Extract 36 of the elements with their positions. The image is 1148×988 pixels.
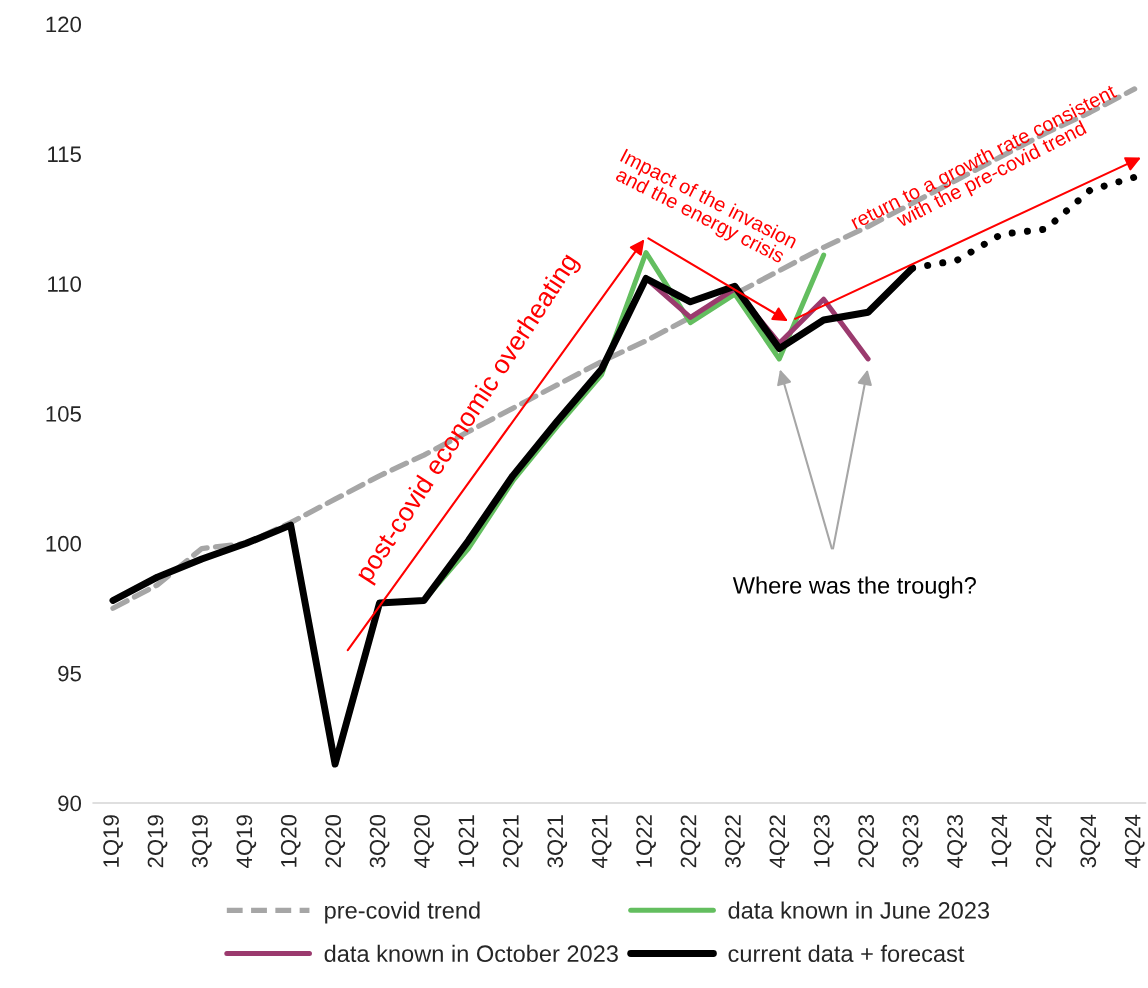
x-tick-label: 2Q20: [325, 814, 346, 868]
x-tick-label: 1Q24: [991, 814, 1012, 867]
y-tick-label: 120: [46, 16, 82, 33]
x-tick-label: 3Q23: [902, 815, 923, 868]
annotation: Where was the trough?: [732, 576, 976, 599]
x-tick-label: 2Q21: [502, 815, 523, 868]
y-tick-label: 100: [46, 535, 82, 552]
y-tick-label: 115: [48, 146, 81, 163]
x-tick-label: 2Q23: [858, 815, 879, 868]
x-tick-label: 4Q24: [1124, 814, 1145, 868]
x-tick-label: 4Q23: [947, 815, 967, 868]
legend-label: pre-covid trend: [325, 901, 480, 924]
y-tick-label: 110: [48, 276, 82, 292]
x-tick-label: 2Q19: [147, 815, 168, 868]
x-tick-label: 1Q23: [813, 815, 834, 867]
x-tick-label: 3Q20: [369, 814, 390, 868]
y-tick-label: 105: [46, 406, 81, 422]
y-tick-label: 90: [58, 795, 82, 812]
x-tick-label: 1Q21: [458, 815, 479, 867]
x-tick-label: 3Q24: [1080, 814, 1101, 868]
x-tick-label: 4Q21: [591, 815, 612, 868]
legend-label: data known in October 2023: [324, 944, 618, 963]
x-tick-label: 2Q24: [1035, 814, 1056, 868]
x-tick-label: 4Q19: [236, 815, 257, 868]
x-tick-label: 1Q19: [103, 815, 123, 867]
x-tick-label: 4Q22: [769, 815, 790, 868]
x-tick-label: 4Q20: [414, 814, 434, 868]
x-tick-label: 3Q22: [725, 815, 745, 868]
y-tick-label: 95: [58, 665, 81, 682]
x-tick-label: 1Q22: [636, 815, 656, 867]
legend-label: current data + forecast: [728, 944, 965, 963]
x-tick-label: 1Q20: [280, 814, 301, 867]
x-tick-label: 3Q21: [547, 815, 568, 868]
x-tick-label: 2Q22: [680, 815, 701, 868]
x-tick-label: 3Q19: [192, 815, 212, 868]
legend-label: data known in June 2023: [728, 901, 990, 919]
